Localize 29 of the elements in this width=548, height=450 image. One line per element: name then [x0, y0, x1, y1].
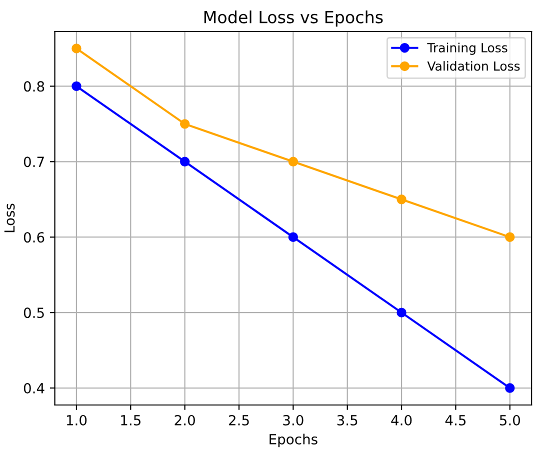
y-tick-label: 0.5 [24, 308, 44, 318]
point [396, 308, 406, 318]
legend-label: Validation Loss [427, 61, 520, 71]
x-tick-label: 5.0 [500, 414, 520, 426]
point [72, 44, 82, 54]
point [505, 383, 515, 393]
x-axis-title: Epochs [270, 434, 318, 448]
point [396, 194, 406, 204]
chart-title: Model Loss vs Epochs [204, 10, 383, 27]
point [180, 156, 190, 167]
x-tick-label: 3.0 [283, 414, 304, 426]
x-tick-label: 4.0 [391, 414, 412, 426]
y-tick-label: 0.6 [24, 232, 44, 243]
x-tick-label: 1.0 [66, 414, 87, 426]
x-tick-label: 2.0 [174, 414, 195, 426]
point [180, 119, 190, 129]
point [288, 232, 298, 242]
y-tick-label: 0.7 [24, 156, 44, 168]
y-tick-label: 0.8 [24, 81, 44, 92]
point [72, 81, 82, 92]
point [288, 156, 298, 167]
legend-label: Training Loss [427, 42, 508, 55]
x-tick-label: 2.5 [228, 414, 249, 426]
y-tick-label: 0.4 [24, 382, 44, 394]
point [505, 232, 515, 242]
x-tick-label: 4.5 [445, 415, 466, 426]
x-tick-label: 3.5 [337, 414, 358, 426]
x-tick-label: 1.5 [121, 415, 140, 426]
y-axis-title: Loss [4, 204, 15, 232]
